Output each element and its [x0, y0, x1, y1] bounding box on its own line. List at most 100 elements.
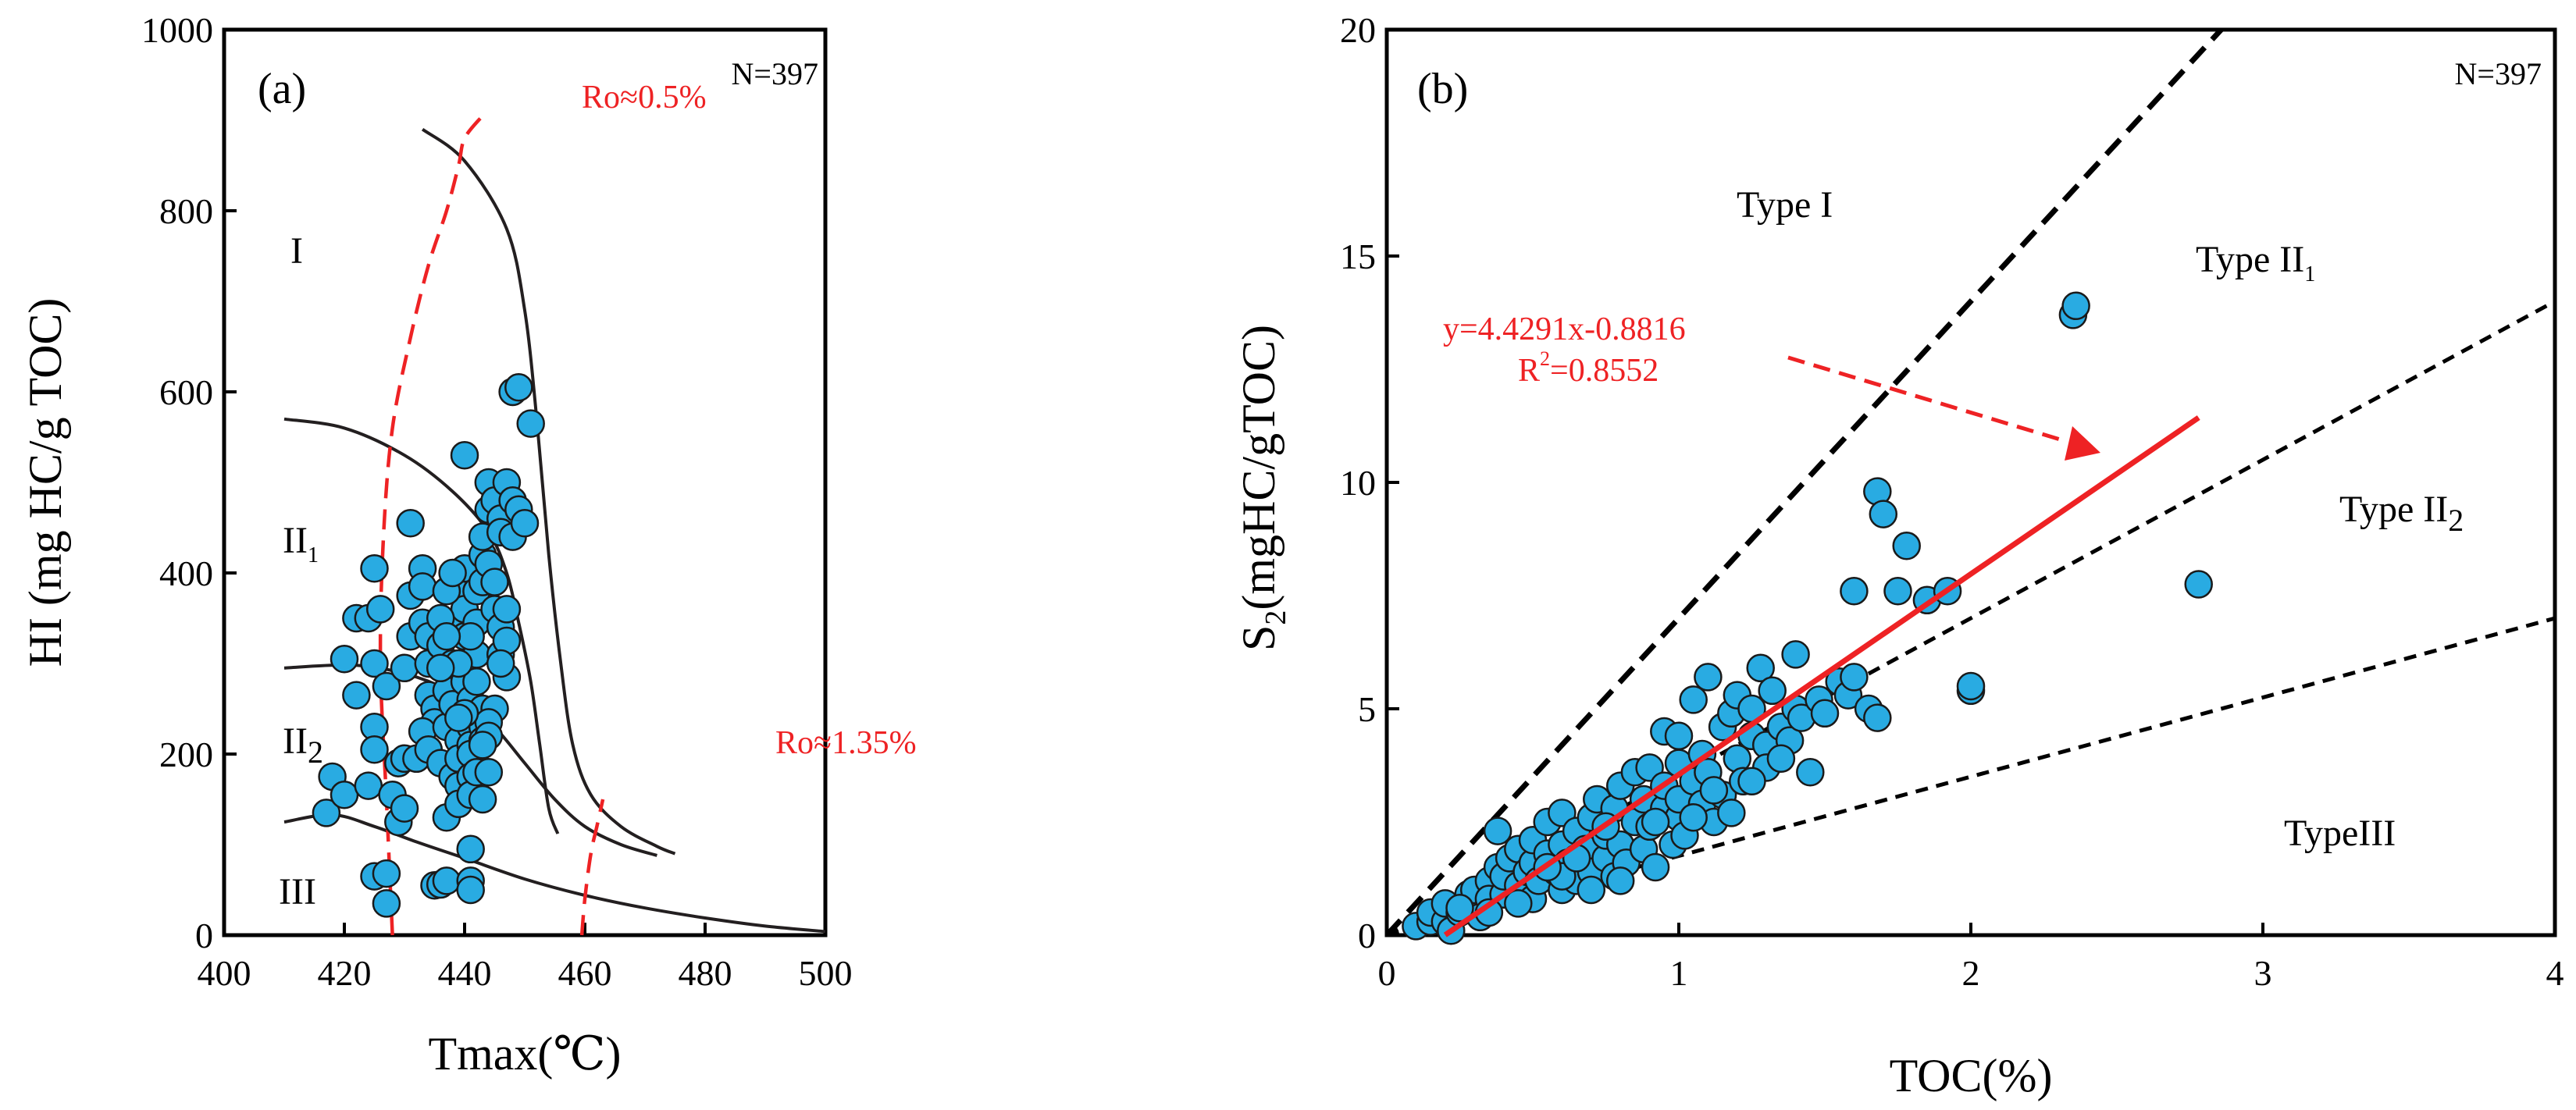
panel-b-x-tick-label: 3 — [2254, 953, 2272, 993]
data-point — [396, 508, 425, 538]
panel-b-data-points — [1402, 291, 2213, 945]
data-point — [2184, 570, 2213, 599]
panel-b-y-tick-label: 20 — [1340, 10, 1376, 50]
region-label-I: I — [290, 230, 303, 272]
panel-b-y-tick-label: 5 — [1358, 689, 1376, 729]
data-point — [1869, 500, 1898, 528]
panel-a-y-tick-label: 800 — [159, 191, 213, 231]
panel-a-y-tick-label: 600 — [159, 372, 213, 412]
regression-callout-arrowhead — [2065, 426, 2100, 461]
data-point — [504, 372, 533, 402]
panel-b-y-axis-title: S2(mgHC/gTOC) — [1233, 325, 1292, 651]
data-point — [456, 834, 485, 864]
data-point — [1863, 703, 1892, 732]
panel-a-x-tick-label: 420 — [318, 953, 372, 993]
data-point — [1504, 889, 1533, 918]
region-label-type-II2: Type II2 — [2339, 489, 2464, 538]
boundary-curve — [421, 127, 676, 856]
data-point — [360, 735, 389, 764]
regression-r2: R2=0.8552 — [1518, 347, 1659, 389]
data-point — [365, 595, 395, 624]
data-point — [438, 558, 467, 588]
data-point — [1699, 776, 1729, 805]
data-point — [510, 508, 540, 538]
data-point — [1445, 893, 1474, 923]
data-point — [312, 799, 341, 827]
panel-a-x-tick-label: 480 — [679, 953, 732, 993]
data-point — [468, 731, 497, 760]
data-point — [1605, 866, 1635, 895]
panel-a-sample-count: N=397 — [732, 56, 818, 91]
data-point — [360, 553, 389, 583]
region-label-III: III — [279, 871, 316, 913]
data-point — [360, 649, 389, 678]
panel-b-x-axis-title: TOC(%) — [1890, 1050, 2053, 1101]
panel-a-y-tick-label: 0 — [195, 916, 213, 955]
boundary-curve — [283, 813, 826, 934]
data-point — [330, 780, 359, 809]
regression-line — [1443, 415, 2200, 937]
panel-a-x-axis-title: Tmax(℃) — [428, 1028, 621, 1080]
data-point — [330, 644, 359, 674]
type-boundary-line — [1387, 30, 2225, 935]
panel-b-label: (b) — [1417, 65, 1468, 113]
data-point — [462, 667, 491, 696]
data-point — [408, 572, 437, 601]
ro-05-label: Ro≈0.5% — [582, 80, 707, 116]
region-label-II2: II2 — [283, 720, 323, 770]
boundary-curve — [283, 417, 560, 834]
data-point — [1679, 685, 1708, 714]
data-point — [432, 621, 461, 651]
data-point — [372, 889, 401, 918]
panel-a-x-tick-label: 440 — [438, 953, 492, 993]
data-point — [1737, 767, 1766, 796]
data-point — [2061, 291, 2090, 321]
data-point — [1758, 676, 1787, 706]
panel-a-y-tick-label: 200 — [159, 735, 213, 774]
data-point — [480, 567, 509, 596]
panel-b-x-tick-label: 4 — [2546, 953, 2564, 993]
data-point — [342, 681, 371, 710]
data-point — [1483, 816, 1512, 845]
data-point — [1679, 802, 1708, 832]
region-label-type-I: Type I — [1737, 184, 1833, 226]
data-point — [354, 771, 383, 800]
panel-b-regression — [1443, 415, 2200, 937]
region-label-type-III: TypeIII — [2284, 813, 2396, 854]
data-point — [1781, 640, 1810, 669]
panel-b-y-tick-label: 15 — [1340, 237, 1376, 276]
panel-a-frame — [222, 27, 828, 937]
data-point — [372, 859, 401, 888]
data-point — [390, 794, 419, 823]
panel-a-y-tick-label: 400 — [159, 553, 213, 593]
data-point — [1577, 875, 1606, 905]
data-point — [516, 409, 545, 438]
data-point — [468, 784, 497, 814]
panel-b-y-tick-label: 10 — [1340, 463, 1376, 503]
data-point — [456, 621, 485, 651]
panel-a-y-axis-title: HI (mg HC/g TOC) — [20, 298, 71, 667]
data-point — [450, 440, 479, 470]
data-point — [1717, 799, 1746, 827]
data-point — [1641, 852, 1670, 882]
data-point — [1746, 653, 1775, 683]
data-point — [1892, 531, 1921, 560]
panel-a-x-tick-label: 460 — [558, 953, 612, 993]
data-point — [1766, 744, 1796, 774]
regression-callout-arrow — [1787, 355, 2066, 443]
regression-equation: y=4.4291x-0.8816 — [1443, 311, 1686, 347]
panel-a-ticks: 400 420 440 460 480 500 0 200 400 600 800 1000 — [141, 10, 853, 993]
data-point — [426, 653, 455, 683]
ro-135-label: Ro≈1.35% — [775, 725, 917, 761]
data-point — [1641, 807, 1670, 837]
data-point — [1694, 663, 1723, 692]
panel-a-y-tick-label: 1000 — [141, 10, 213, 50]
data-point — [1956, 671, 1986, 701]
panel-a-boundary-curves — [283, 114, 826, 936]
data-point — [456, 875, 485, 905]
panel-a-label: (a) — [258, 65, 306, 113]
data-point — [1796, 757, 1825, 787]
